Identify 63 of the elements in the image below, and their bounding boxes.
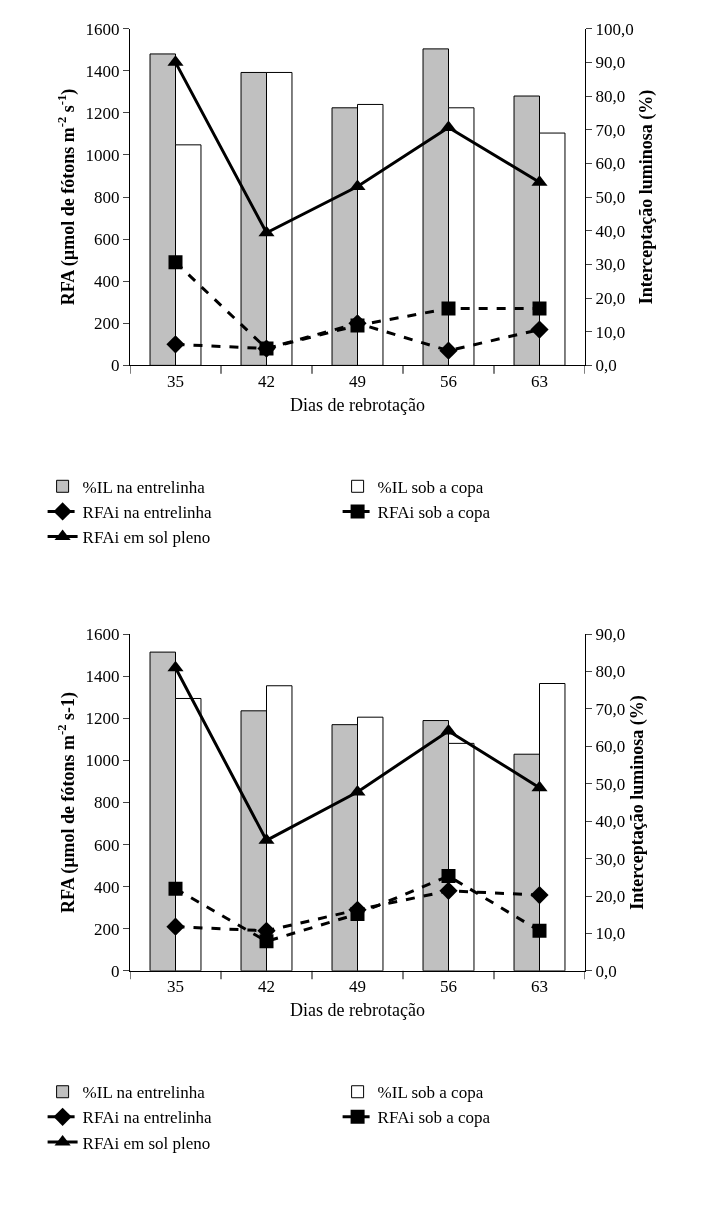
y-tick-label: 1200 (85, 709, 120, 729)
y2-axis-title: Interceptação luminosa (%) (635, 89, 657, 305)
y-tick-label: 1000 (85, 751, 120, 771)
y-tick-label: 1400 (85, 667, 120, 687)
legend-label: RFAi na entrelinha (82, 503, 213, 523)
legend-label: %IL sob a copa (377, 1083, 484, 1103)
x-tick-label: 63 (531, 371, 548, 391)
y-tick-label: 800 (94, 793, 120, 813)
y2-tick-label: 40,0 (595, 221, 626, 241)
y2-tick-label: 70,0 (595, 120, 626, 140)
x-tick-label: 35 (167, 977, 184, 997)
y-tick-label: 600 (94, 835, 120, 855)
y-tick-label: 1000 (85, 145, 120, 165)
legend-label: RFAi sob a copa (377, 1108, 491, 1128)
y2-axis-title: Interceptação luminosa (%) (627, 695, 649, 910)
y-tick-label: 1600 (85, 625, 120, 645)
y2-tick-label: 50,0 (595, 187, 626, 207)
y2-tick-label: 50,0 (595, 774, 626, 794)
y2-tick-label: 60,0 (595, 154, 626, 174)
legend-label: %IL na entrelinha (82, 477, 206, 497)
x-tick-label: 56 (440, 371, 457, 391)
y2-tick-label: 30,0 (595, 849, 626, 869)
y-tick-label: 400 (94, 272, 120, 292)
y-tick-label: 0 (111, 356, 120, 376)
y-tick-label: 800 (94, 187, 120, 207)
y-tick-label: 400 (94, 877, 120, 897)
y-tick-label: 1600 (85, 19, 120, 39)
x-tick-label: 49 (349, 977, 366, 997)
x-tick-label: 42 (258, 371, 275, 391)
y2-tick-label: 80,0 (595, 662, 626, 682)
x-axis-title: Dias de rebrotação (290, 1000, 425, 1021)
y2-tick-label: 100,0 (595, 19, 634, 39)
y2-tick-label: 30,0 (595, 255, 626, 275)
legend-label: RFAi sob a copa (377, 503, 491, 523)
y-tick-label: 1200 (85, 103, 120, 123)
y-tick-label: 0 (111, 961, 120, 981)
x-axis-title: Dias de rebrotação (290, 394, 425, 415)
legend-label: RFAi em sol pleno (82, 528, 211, 548)
y2-tick-label: 10,0 (595, 924, 626, 944)
y2-tick-label: 90,0 (595, 53, 626, 73)
y2-tick-label: 80,0 (595, 86, 626, 106)
y2-tick-label: 20,0 (595, 288, 626, 308)
y2-tick-label: 0,0 (595, 961, 617, 981)
x-tick-label: 42 (258, 977, 275, 997)
x-tick-label: 35 (167, 371, 184, 391)
y2-tick-label: 40,0 (595, 812, 626, 832)
legend-label: RFAi em sol pleno (82, 1133, 211, 1153)
y2-tick-label: 10,0 (595, 322, 626, 342)
y2-tick-label: 90,0 (595, 625, 626, 645)
legend-label: %IL sob a copa (377, 477, 484, 497)
y-tick-label: 200 (94, 314, 120, 334)
y-tick-label: 1400 (85, 61, 120, 81)
x-tick-label: 63 (531, 977, 548, 997)
y-tick-label: 600 (94, 230, 120, 250)
y-tick-label: 200 (94, 919, 120, 939)
x-tick-label: 56 (440, 977, 457, 997)
y2-tick-label: 0,0 (595, 356, 617, 376)
y2-tick-label: 70,0 (595, 699, 626, 719)
legend-label: %IL na entrelinha (82, 1083, 206, 1103)
x-tick-label: 49 (349, 371, 366, 391)
y2-tick-label: 20,0 (595, 886, 626, 906)
legend-label: RFAi na entrelinha (82, 1108, 213, 1128)
y2-tick-label: 60,0 (595, 737, 626, 757)
